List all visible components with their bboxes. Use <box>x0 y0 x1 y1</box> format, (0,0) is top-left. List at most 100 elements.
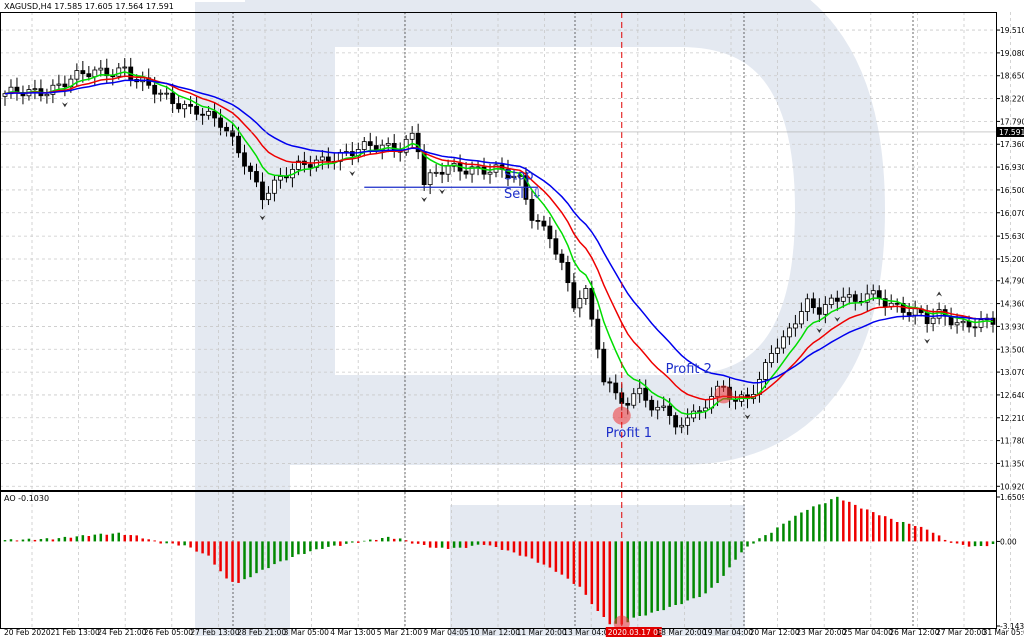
candle-body <box>481 166 487 175</box>
candle-body <box>679 424 685 428</box>
candle-body <box>924 312 930 325</box>
candle-body <box>469 166 475 175</box>
candle-body <box>643 387 649 401</box>
candle-body <box>176 103 182 110</box>
fractal-down-arrow <box>924 338 931 344</box>
annotation-label: Sell ⇩ <box>504 187 543 202</box>
candle-body <box>822 304 828 315</box>
candle-body <box>427 172 433 186</box>
ao-indicator-chart[interactable] <box>3 496 995 632</box>
candle-body <box>589 288 595 320</box>
candle-body <box>655 406 661 411</box>
candle-body <box>846 294 852 298</box>
ytick-label: 18.220 <box>1000 95 1024 104</box>
annotation-label: Profit 2 <box>666 362 712 377</box>
xtick-label: 27 Feb 13:00 <box>190 628 239 637</box>
candle-body <box>661 405 667 408</box>
xtick-label: 25 Mar 04:00 <box>843 628 893 637</box>
annotation-label: Profit 1 <box>606 426 652 441</box>
candle-body <box>296 160 301 170</box>
candle-body <box>433 171 439 174</box>
xtick-label: 19 Mar 04:00 <box>703 628 753 637</box>
candle-body <box>98 67 104 71</box>
main-panel-border <box>0 12 997 491</box>
xtick-label: 3 Mar 05:00 <box>284 628 330 637</box>
candle-body <box>409 132 415 140</box>
annotation-label: Stop <box>504 168 534 183</box>
ytick-label: 15.200 <box>1000 255 1024 264</box>
candle-body <box>74 70 80 80</box>
fractal-down-arrow <box>421 196 428 202</box>
candle-body <box>487 171 493 175</box>
xtick-label: 21 Feb 13:00 <box>51 628 100 637</box>
ao-ytick-label: -3.1438 <box>1000 622 1024 631</box>
candle-body <box>816 307 822 315</box>
ao-ytick-label: 1.6509 <box>1000 493 1024 502</box>
candle-body <box>595 318 601 350</box>
candle-body <box>840 296 846 302</box>
candle-body <box>254 171 259 183</box>
ytick-label: 12.210 <box>1000 414 1024 423</box>
candle-body <box>583 288 589 299</box>
candle-body <box>966 320 972 328</box>
candle-body <box>954 322 960 326</box>
candle-body <box>804 298 810 312</box>
candle-body <box>553 238 559 255</box>
candle-body <box>62 83 68 88</box>
ytick-label: 18.650 <box>1000 72 1024 81</box>
xtick-label: 4 Mar 13:00 <box>330 628 376 637</box>
candle-body <box>248 165 253 172</box>
candle-body <box>152 84 158 95</box>
ao-chart-title: AO -0.1030 <box>4 494 49 503</box>
candle-body <box>236 135 241 154</box>
xtick-label: 26 Feb 05:00 <box>144 628 193 637</box>
xtick-label: 20 Feb 2020 <box>4 628 51 637</box>
main-price-chart[interactable]: Stop Sell ⇩ Profit 1 Profit 2 <box>0 12 996 626</box>
candle-body <box>775 347 780 354</box>
fractal-down-arrow <box>439 189 446 195</box>
candle-body <box>828 297 834 305</box>
candle-body <box>242 152 247 167</box>
xtick-label: 10 Mar 12:00 <box>470 628 520 637</box>
xtick-label: 13 Mar 04:00 <box>563 628 613 637</box>
candle-body <box>361 141 367 150</box>
candle-body <box>272 179 277 194</box>
ma-slow-line <box>4 79 994 384</box>
candle-body <box>445 165 451 175</box>
candle-body <box>565 261 571 284</box>
candle-body <box>601 348 607 383</box>
ytick-label: 11.780 <box>1000 437 1024 446</box>
fractal-down-arrow <box>349 171 356 177</box>
candle-body <box>912 308 918 316</box>
candle-body <box>116 67 122 77</box>
candle-body <box>182 104 188 110</box>
candle-body <box>80 70 86 75</box>
xtick-label: 31 Mar 05:00 <box>983 628 1024 637</box>
candle-body <box>793 323 798 329</box>
highlight-date-box <box>605 627 662 637</box>
candle-body <box>188 104 194 107</box>
fractal-down-arrow <box>816 327 823 333</box>
fractal-down-arrow <box>61 102 68 108</box>
candle-body <box>870 290 876 295</box>
fractal-up-arrow <box>936 291 943 297</box>
candle-body <box>529 198 535 221</box>
candle-body <box>463 170 469 175</box>
candle-body <box>505 168 511 179</box>
ytick-label: 15.630 <box>1000 232 1024 241</box>
candle-body <box>685 417 691 426</box>
candle-body <box>266 192 271 201</box>
candle-body <box>164 92 170 95</box>
candle-body <box>631 393 637 406</box>
candle-body <box>906 312 912 316</box>
ytick-label: 13.070 <box>1000 368 1024 377</box>
candle-body <box>32 88 38 91</box>
candle-body <box>170 92 176 104</box>
ytick-label: 16.930 <box>1000 163 1024 172</box>
watermark-shape <box>245 0 886 465</box>
candle-body <box>206 110 211 116</box>
candle-body <box>559 253 565 263</box>
candle-body <box>978 319 984 328</box>
candle-body <box>625 402 631 406</box>
